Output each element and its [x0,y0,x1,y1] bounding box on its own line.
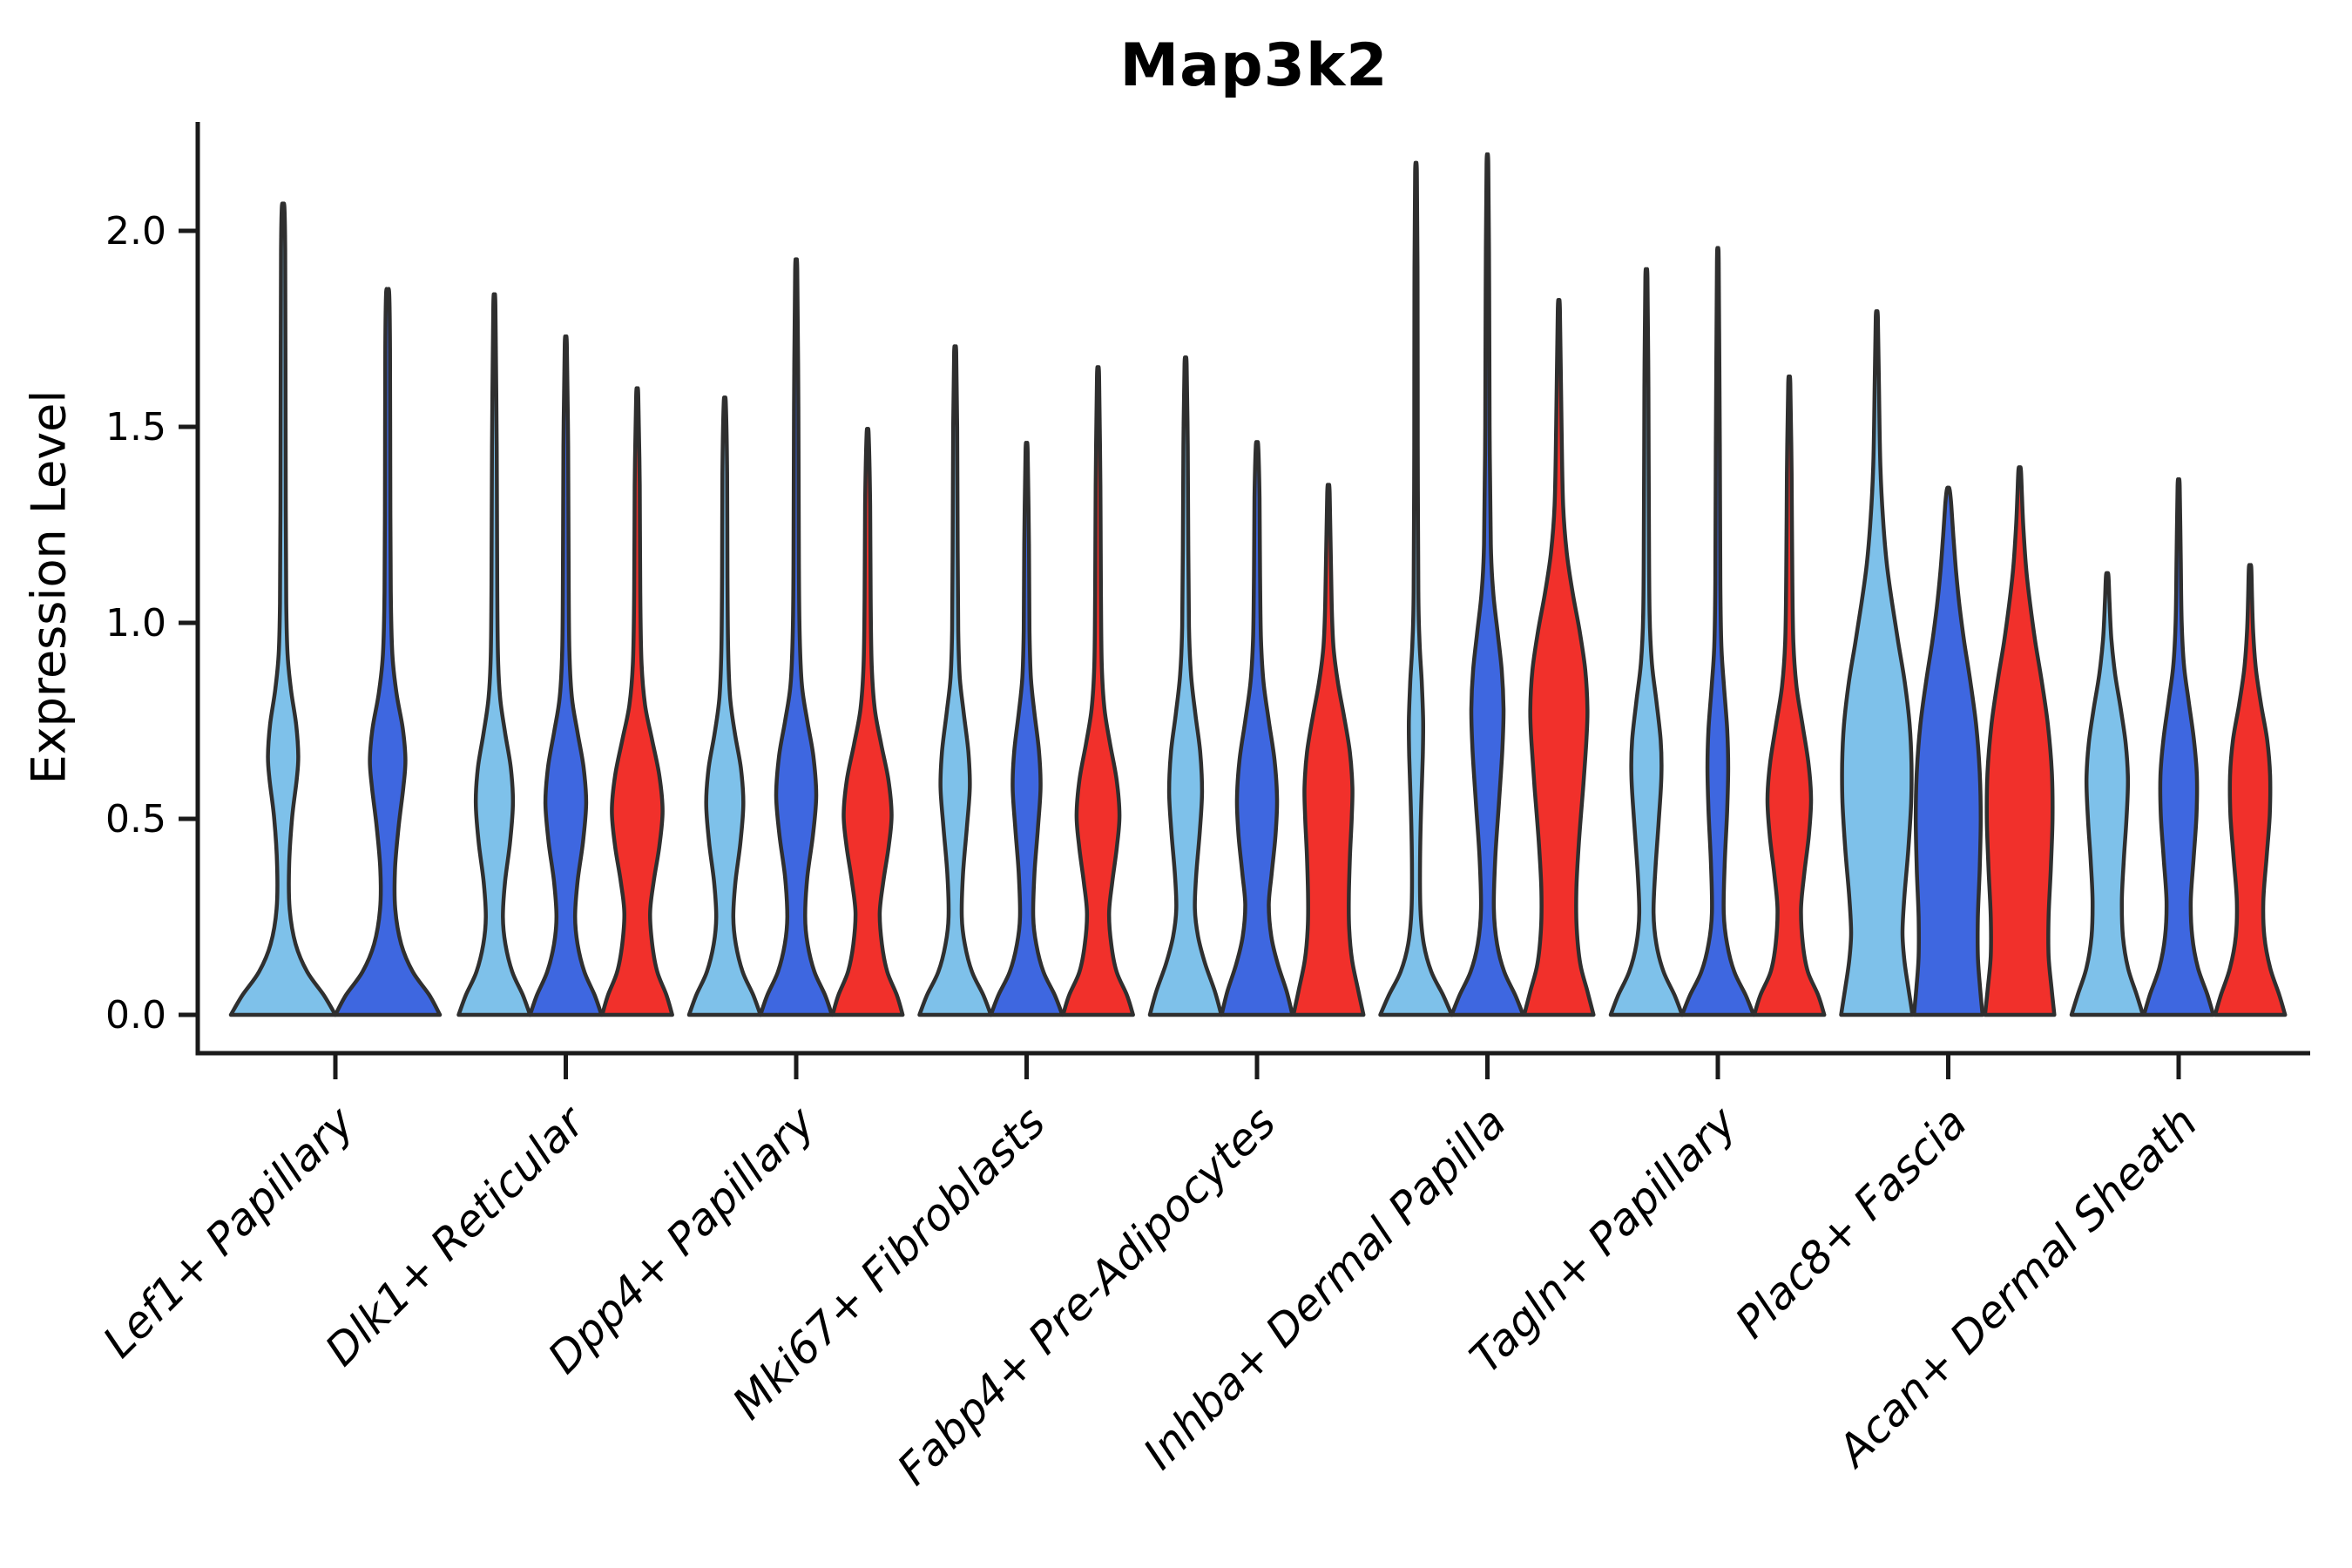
y-tick-label: 0.0 [105,993,166,1037]
violin-plac8-fascia-royal_blue [1911,485,1985,1017]
violin-tagln-papillary-royal_blue [1680,246,1756,1017]
violin-mki67-fibroblasts-royal_blue [989,441,1064,1017]
violin-tagln-papillary-light_blue [1608,267,1685,1017]
violin-dpp4-papillary-royal_blue [758,257,835,1017]
chart-title: Map3k2 [1119,31,1389,100]
violin-tagln-papillary-red [1752,374,1827,1017]
x-category-label: Inhba+ Dermal Papilla [1134,1097,1516,1478]
violin-dpp4-papillary-light_blue [686,395,763,1017]
violin-acan-dermal-sheath-red [2213,563,2288,1017]
violin-inhba-dermal-papilla-light_blue [1378,160,1454,1017]
violin-plac8-fascia-red [1983,465,2057,1017]
y-tick-label: 1.5 [105,405,166,449]
violin-inhba-dermal-papilla-red [1522,298,1596,1017]
violin-fabp4-pre-adipocytes-red [1291,483,1366,1017]
x-category-label: Fabp4+ Pre-Adipocytes [888,1097,1286,1495]
violin-lef1-papillary-light_blue [228,201,338,1017]
violin-lef1-papillary-royal_blue [333,287,443,1017]
x-category-label: Plac8+ Fascia [1726,1097,1977,1348]
violin-acan-dermal-sheath-light_blue [2069,571,2146,1017]
violin-dlk1-reticular-light_blue [456,292,532,1017]
violin-mki67-fibroblasts-red [1061,365,1135,1017]
y-tick-label: 2.0 [105,209,166,253]
violin-dlk1-reticular-red [600,386,674,1017]
violin-plac8-fascia-light_blue [1839,309,1915,1017]
violin-fabp4-pre-adipocytes-light_blue [1147,355,1224,1017]
violin-dpp4-papillary-red [830,427,905,1017]
violin-dlk1-reticular-royal_blue [528,334,604,1017]
violin-mki67-fibroblasts-light_blue [917,344,993,1017]
x-category-label: Lef1+ Papillary [93,1096,364,1367]
violin-inhba-dermal-papilla-royal_blue [1450,152,1525,1017]
violin-acan-dermal-sheath-royal_blue [2141,476,2216,1017]
violin-fabp4-pre-adipocytes-royal_blue [1220,440,1294,1017]
y-tick-label: 0.5 [105,797,166,841]
y-tick-label: 1.0 [105,601,166,645]
